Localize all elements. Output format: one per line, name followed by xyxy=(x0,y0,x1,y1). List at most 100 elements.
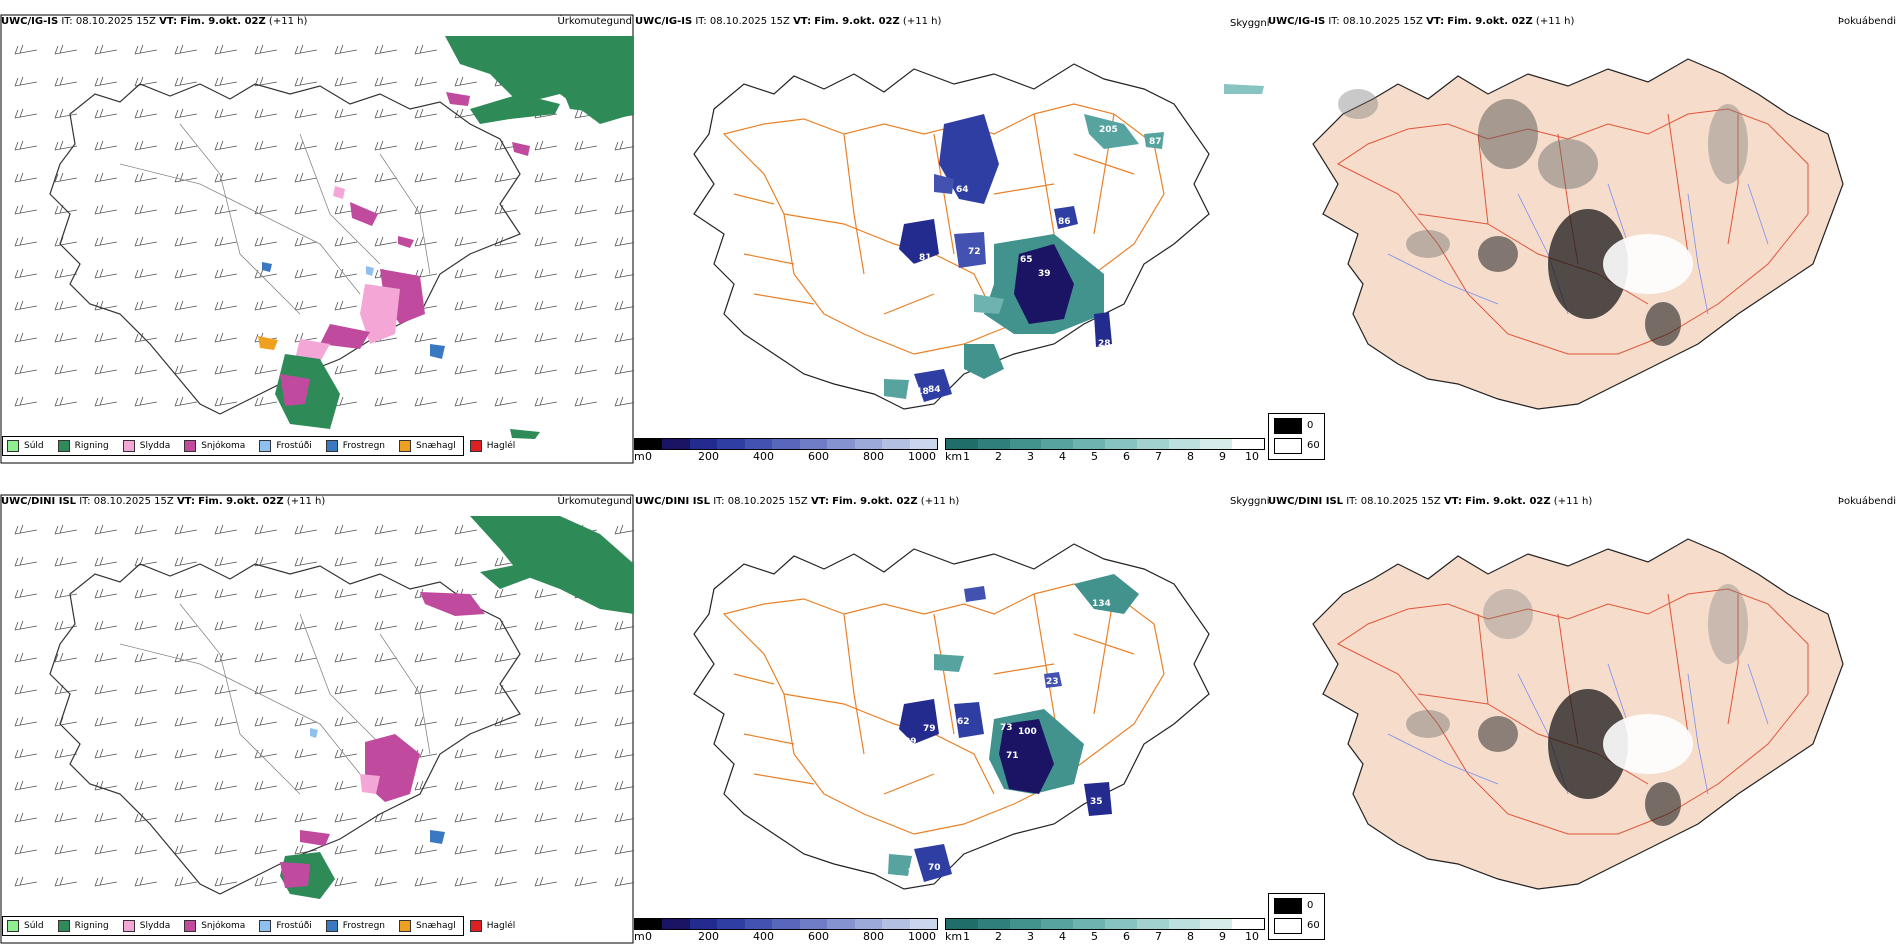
wind-barb xyxy=(134,748,158,759)
wind-barb xyxy=(54,588,78,599)
cloud-base-label: 84 xyxy=(928,385,941,395)
visibility-unit: km xyxy=(945,930,963,943)
wind-barb xyxy=(294,652,318,663)
wind-barb xyxy=(414,140,438,151)
wind-barb xyxy=(534,876,558,887)
wind-barb xyxy=(174,332,198,343)
visibility-tick: 10 xyxy=(1245,930,1259,943)
wind-barb xyxy=(254,716,278,727)
cloud-base-label: 71 xyxy=(1006,751,1019,761)
wind-barb xyxy=(94,236,118,247)
visibility-map-row2: 134 62 79 89 23 73 100 71 35 70 92 xyxy=(693,543,1210,890)
cloud-base-label: 23 xyxy=(1046,677,1059,687)
panel-header-row2-p2: UWC/DINI ISL IT: 08.10.2025 15Z VT: Fim.… xyxy=(635,496,960,507)
legend-item: Slydda xyxy=(122,440,170,452)
fog-area xyxy=(1548,209,1628,319)
wind-barb xyxy=(254,44,278,55)
wind-barb xyxy=(174,716,198,727)
wind-barb xyxy=(334,588,358,599)
wind-barb xyxy=(414,236,438,247)
visibility-tick: 6 xyxy=(1123,450,1130,463)
wind-barb xyxy=(574,204,598,215)
wind-barb xyxy=(174,748,198,759)
wind-barb xyxy=(454,140,478,151)
wind-barb xyxy=(94,172,118,183)
wind-barb xyxy=(174,844,198,855)
precip-type-map-row1 xyxy=(0,14,634,464)
visibility-panel-row2: 134 62 79 89 23 73 100 71 35 70 92 UWC/D… xyxy=(634,494,1270,944)
wind-barb xyxy=(254,108,278,119)
fog-index-panel-row1: UWC/IG-IS IT: 08.10.2025 15Z VT: Fim. 9.… xyxy=(1268,14,1900,464)
wind-barb xyxy=(294,140,318,151)
wind-barb xyxy=(174,396,198,407)
iceland-coastline xyxy=(49,83,521,415)
wind-barb xyxy=(94,140,118,151)
wind-barb xyxy=(174,236,198,247)
panel-header-row1-p2: UWC/IG-IS IT: 08.10.2025 15Z VT: Fim. 9.… xyxy=(635,16,942,27)
visibility-tick: 9 xyxy=(1219,450,1226,463)
wind-barb xyxy=(294,748,318,759)
wind-barb xyxy=(14,76,38,87)
wind-barb xyxy=(614,236,634,247)
cloud-base-label: 72 xyxy=(968,247,981,257)
wind-barb xyxy=(494,748,518,759)
wind-barb xyxy=(494,300,518,311)
wind-barb xyxy=(574,268,598,279)
wind-barb xyxy=(134,780,158,791)
wind-barb xyxy=(214,396,238,407)
wind-barb xyxy=(214,236,238,247)
wind-barb xyxy=(174,780,198,791)
wind-barb xyxy=(94,652,118,663)
wind-barb xyxy=(214,524,238,535)
wind-barb xyxy=(574,652,598,663)
wind-barb xyxy=(414,620,438,631)
cloud-base-tick: 600 xyxy=(808,450,829,463)
legend-item: Snæhagl xyxy=(399,920,456,932)
wind-barb xyxy=(174,524,198,535)
wind-barb xyxy=(14,716,38,727)
wind-barb xyxy=(214,684,238,695)
visibility-tick: 7 xyxy=(1155,450,1162,463)
iceland-coastline xyxy=(49,563,521,895)
visibility-tick: 8 xyxy=(1187,930,1194,943)
cloud-base-tick: 400 xyxy=(753,930,774,943)
wind-barb xyxy=(374,556,398,567)
wind-barb xyxy=(54,556,78,567)
wind-barb xyxy=(294,76,318,87)
wind-barb xyxy=(214,44,238,55)
wind-barb xyxy=(294,108,318,119)
wind-barb xyxy=(414,172,438,183)
wind-barb xyxy=(214,844,238,855)
fog-legend-black xyxy=(1274,418,1302,434)
wind-barb xyxy=(574,396,598,407)
wind-barb xyxy=(54,172,78,183)
wind-barb xyxy=(614,396,634,407)
cloud-base-label: 86 xyxy=(1058,217,1071,227)
wind-barb xyxy=(134,716,158,727)
panel-title-visibility-row2: Skyggni xyxy=(1230,496,1270,507)
wind-barb xyxy=(54,364,78,375)
wind-barb xyxy=(534,300,558,311)
wind-barb xyxy=(454,76,478,87)
visibility-tick: 10 xyxy=(1245,450,1259,463)
wind-barb xyxy=(414,524,438,535)
wind-barb xyxy=(534,364,558,375)
wind-barb xyxy=(254,524,278,535)
cloud-base-label: 205 xyxy=(1099,125,1118,135)
wind-barb xyxy=(334,844,358,855)
cloud-base-label: 89 xyxy=(904,737,917,747)
colorbar-swatch xyxy=(635,439,663,449)
wind-barb xyxy=(174,108,198,119)
wind-barb xyxy=(54,812,78,823)
wind-barb xyxy=(174,620,198,631)
cloud-base-label: 62 xyxy=(957,717,970,727)
wind-barb xyxy=(254,236,278,247)
wind-barb xyxy=(14,620,38,631)
visibility-tick: 5 xyxy=(1091,450,1098,463)
wind-barb xyxy=(574,844,598,855)
panel-title-precip-row1: Úrkomutegund xyxy=(557,16,632,27)
wind-barb xyxy=(534,332,558,343)
cloud-base-tick: 200 xyxy=(698,450,719,463)
wind-barb xyxy=(94,684,118,695)
wind-barb xyxy=(54,332,78,343)
